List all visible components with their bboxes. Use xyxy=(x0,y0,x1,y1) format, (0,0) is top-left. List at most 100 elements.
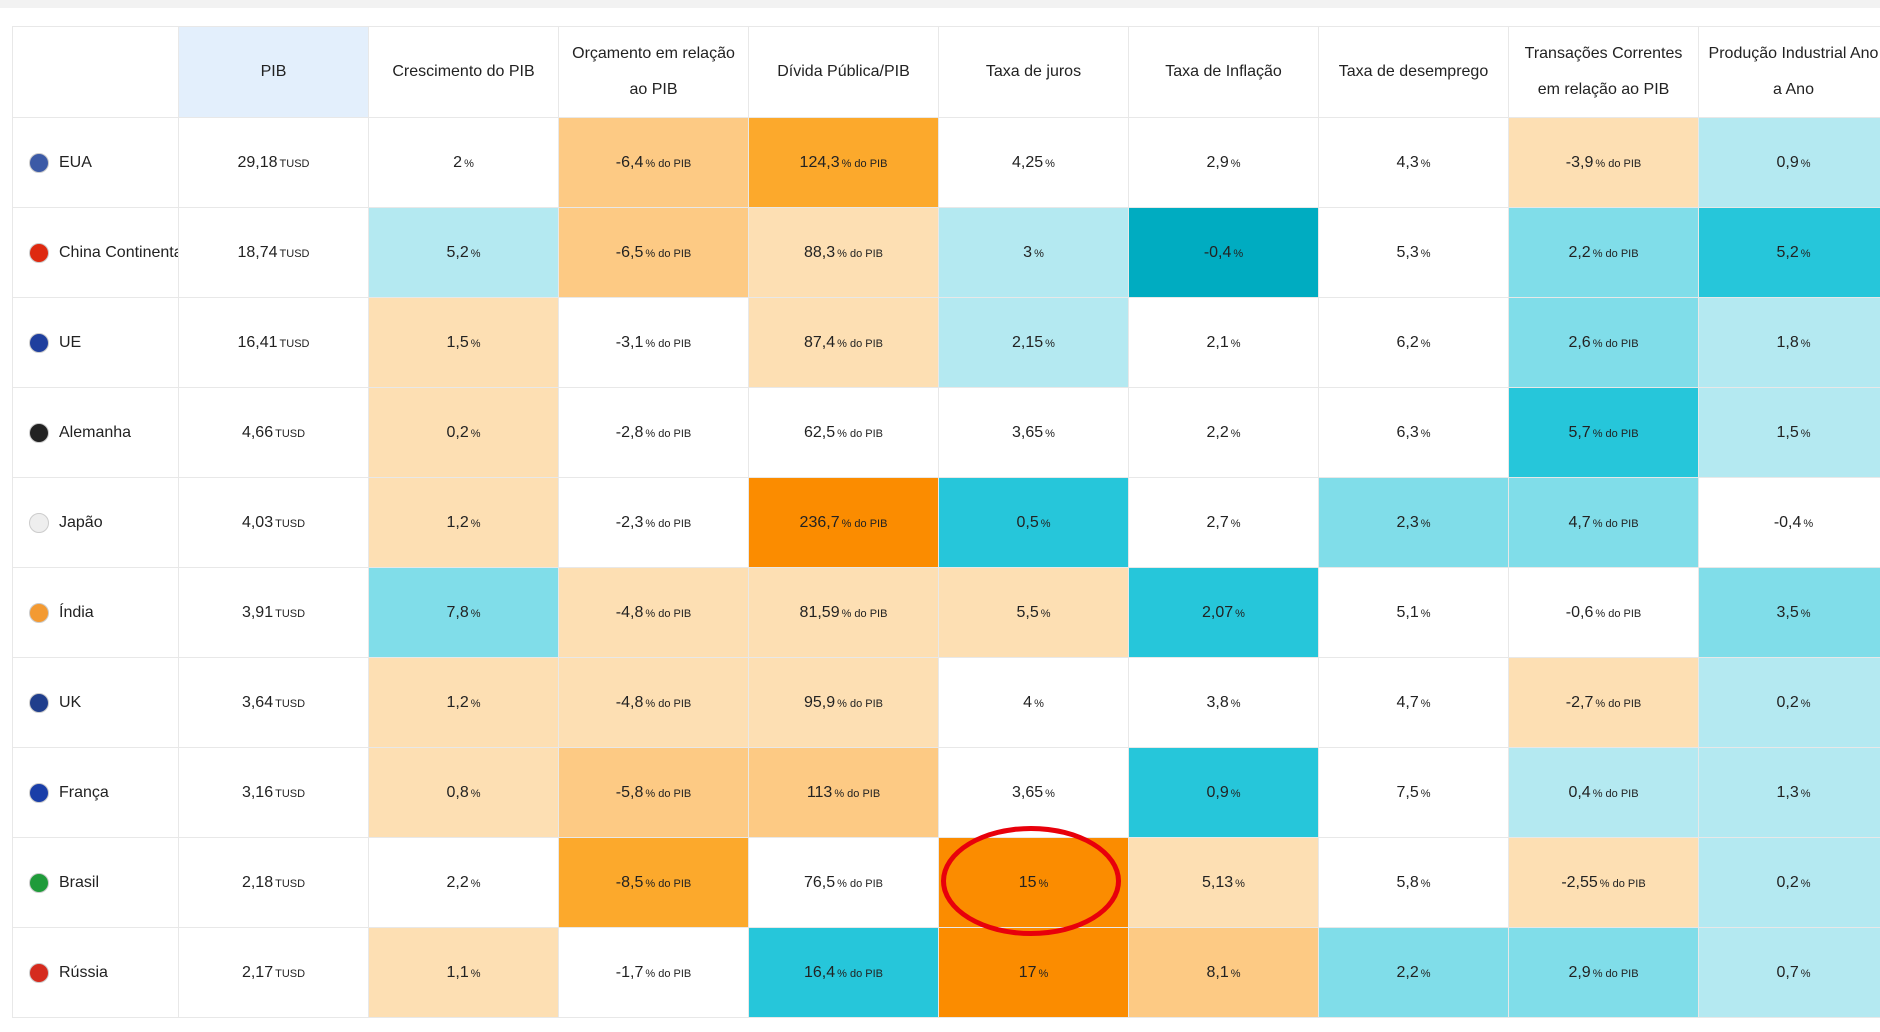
value-cell: 2,07% xyxy=(1128,567,1319,658)
column-header: Taxa de desemprego xyxy=(1318,26,1509,118)
flag-icon xyxy=(29,152,49,173)
cell-unit: % do PIB xyxy=(645,877,692,890)
indicator-table: PIB Crescimento do PIB Orçamento em relaçã… xyxy=(12,26,1880,1018)
cell-value: -3,9 xyxy=(1565,153,1594,171)
value-cell: 1,2% xyxy=(368,657,559,748)
cell-unit: % xyxy=(470,337,481,350)
cell-value: 95,9 xyxy=(804,693,836,711)
value-cell: 124,3% do PIB xyxy=(748,117,939,208)
cell-value: 16,4 xyxy=(804,963,836,981)
value-cell: -4,8% do PIB xyxy=(558,657,749,748)
cell-value: 2,2 xyxy=(1568,243,1591,261)
cell-unit: % xyxy=(1230,967,1241,980)
value-cell: -6,4% do PIB xyxy=(558,117,749,208)
cell-value: 4,25 xyxy=(1012,153,1044,171)
value-cell: 6,2% xyxy=(1318,297,1509,388)
country-name: EUA xyxy=(59,153,92,171)
cell-value: 5,13 xyxy=(1202,873,1234,891)
value-cell: 3,91 TUSD xyxy=(178,567,369,658)
cell-unit: % xyxy=(1045,787,1055,800)
cell-unit: % xyxy=(470,247,481,260)
value-cell: 17% xyxy=(938,927,1129,1018)
cell-value: 76,5 xyxy=(804,873,836,891)
flag-icon xyxy=(29,962,49,983)
cell-unit: % do PIB xyxy=(645,427,692,440)
value-cell: 0,7% xyxy=(1698,927,1880,1018)
top-bar xyxy=(0,0,1880,8)
cell-unit: % xyxy=(1420,517,1431,530)
cell-value: -8,5 xyxy=(615,873,644,891)
cell-value: 2,2 xyxy=(1396,963,1419,981)
value-cell: 88,3% do PIB xyxy=(748,207,939,298)
cell-value: 3,8 xyxy=(1206,693,1229,711)
cell-value: 2,9 xyxy=(1206,153,1229,171)
column-header: Produção Industrial Ano a Ano xyxy=(1698,26,1880,118)
value-cell: -2,3% do PIB xyxy=(558,477,749,568)
value-cell: -2,7% do PIB xyxy=(1508,657,1699,748)
value-cell: 16,4% do PIB xyxy=(748,927,939,1018)
value-cell: 4,66 TUSD xyxy=(178,387,369,478)
cell-unit: TUSD xyxy=(275,877,306,890)
cell-value: 0,2 xyxy=(446,423,469,441)
country-name: UE xyxy=(59,333,82,351)
cell-unit: TUSD xyxy=(275,517,306,530)
cell-unit: % xyxy=(1420,157,1431,170)
flag-icon xyxy=(29,512,49,533)
cell-unit: % xyxy=(1800,787,1811,800)
flag-icon xyxy=(29,332,49,353)
country-name: Alemanha xyxy=(59,423,132,441)
column-header: Orçamento em relação ao PIB xyxy=(558,26,749,118)
table-row: Alemanha 4,66 TUSD 0,2% -2,8% do PIB 62,5% do… xyxy=(12,387,1880,478)
value-cell: 2,1% xyxy=(1128,297,1319,388)
cell-value: 3,64 xyxy=(241,693,274,711)
cell-value: 8,1 xyxy=(1206,963,1229,981)
cell-unit: % do PIB xyxy=(841,157,888,170)
cell-unit: % do PIB xyxy=(645,967,692,980)
value-cell: 81,59% do PIB xyxy=(748,567,939,658)
cell-value: -2,7 xyxy=(1565,693,1594,711)
value-cell: 4,03 TUSD xyxy=(178,477,369,568)
value-cell: 1,8% xyxy=(1698,297,1880,388)
value-cell: 1,2% xyxy=(368,477,559,568)
cell-unit: % xyxy=(1800,967,1811,980)
cell-unit: % xyxy=(1045,337,1055,350)
cell-value: -0,6 xyxy=(1565,603,1594,621)
country-cell: UE xyxy=(12,297,179,388)
cell-unit: % do PIB xyxy=(645,607,692,620)
flag-icon xyxy=(29,782,49,803)
value-cell: 16,41 TUSD xyxy=(178,297,369,388)
cell-unit: % xyxy=(470,517,481,530)
value-cell: 2% xyxy=(368,117,559,208)
value-cell: 0,2% xyxy=(1698,657,1880,748)
cell-unit: % do PIB xyxy=(645,337,692,350)
cell-value: 2,1 xyxy=(1206,333,1229,351)
cell-value: 236,7 xyxy=(799,513,840,531)
value-cell: 87,4% do PIB xyxy=(748,297,939,388)
cell-value: 88,3 xyxy=(804,243,836,261)
value-cell: 4% xyxy=(938,657,1129,748)
value-cell: 2,9% do PIB xyxy=(1508,927,1699,1018)
cell-unit: % xyxy=(1034,697,1044,710)
cell-unit: % xyxy=(1803,517,1814,530)
cell-unit: % xyxy=(1800,247,1811,260)
flag-icon xyxy=(29,692,49,713)
cell-unit: % do PIB xyxy=(837,967,883,980)
cell-value: 2 xyxy=(453,153,463,171)
value-cell: 2,2% xyxy=(1128,387,1319,478)
country-cell: Índia xyxy=(12,567,179,658)
cell-unit: % xyxy=(470,427,481,440)
value-cell: 0,8% xyxy=(368,747,559,838)
value-cell: -8,5% do PIB xyxy=(558,837,749,928)
value-cell: 1,5% xyxy=(1698,387,1880,478)
cell-value: 5,7 xyxy=(1568,423,1591,441)
cell-unit: % xyxy=(1045,157,1055,170)
country-name: Brasil xyxy=(59,873,100,891)
cell-value: 81,59 xyxy=(799,603,840,621)
value-cell: -3,1% do PIB xyxy=(558,297,749,388)
cell-unit: % xyxy=(1230,787,1241,800)
cell-value: 17 xyxy=(1018,963,1037,981)
cell-unit: % xyxy=(1235,877,1245,890)
cell-unit: % do PIB xyxy=(1592,517,1639,530)
cell-unit: % xyxy=(1800,337,1811,350)
table-row: Japão 4,03 TUSD 1,2% -2,3% do PIB 236,7% do P… xyxy=(12,477,1880,568)
